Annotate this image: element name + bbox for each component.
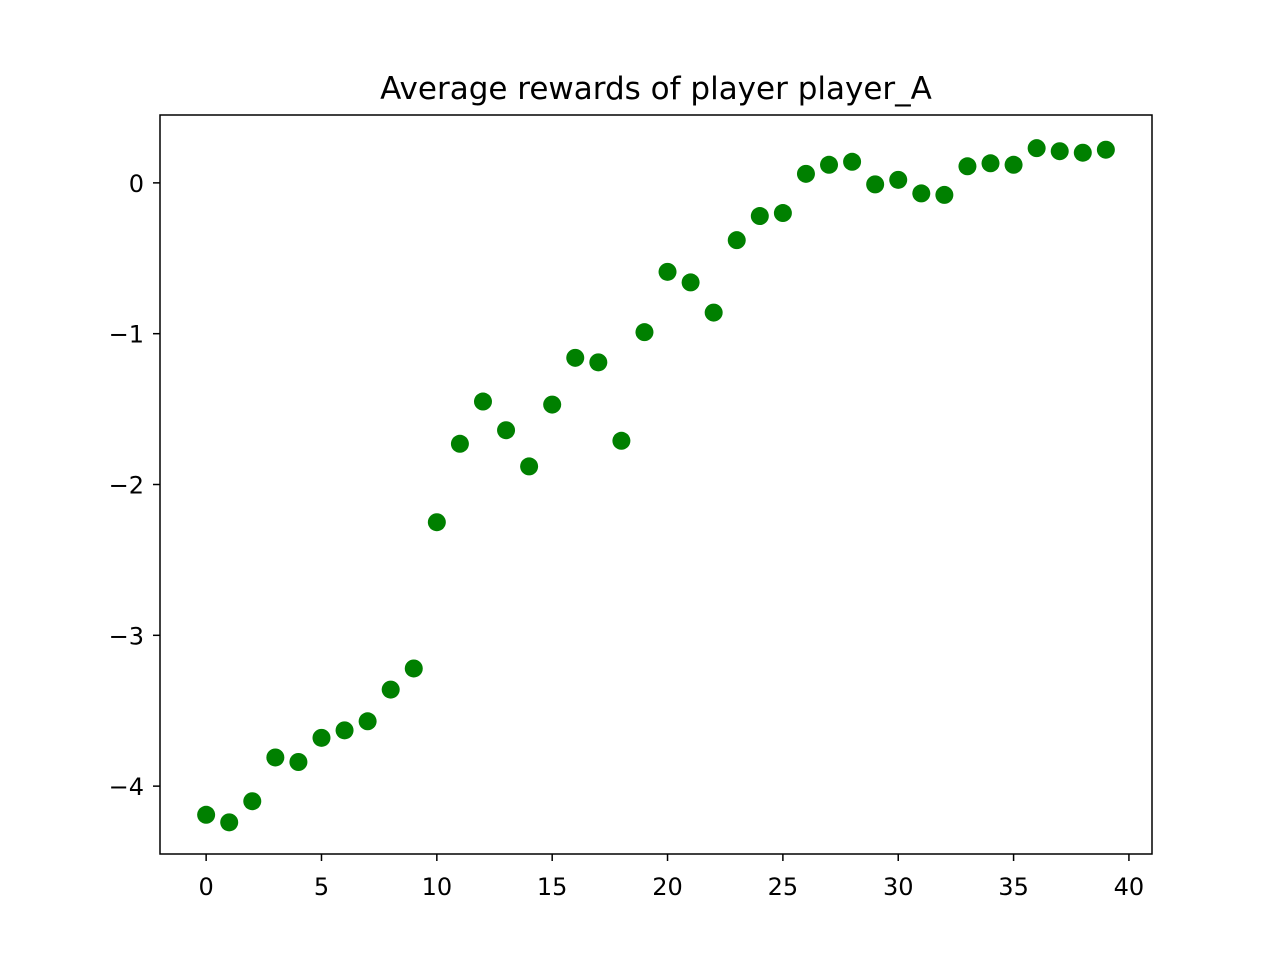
data-point [704,303,723,322]
data-point [266,748,285,767]
data-point [381,680,400,699]
chart-title: Average rewards of player player_A [380,71,932,107]
data-point [404,659,423,678]
x-tick-label: 25 [768,873,799,901]
data-point [473,392,492,411]
x-tick-label: 20 [652,873,683,901]
x-tick-label: 35 [998,873,1029,901]
data-point [1050,142,1069,161]
data-point [335,721,354,740]
y-tick-label: −3 [109,622,144,650]
data-point [889,170,908,189]
data-point [681,273,700,292]
data-point [497,421,516,440]
data-point [450,434,469,453]
data-point [820,155,839,174]
x-tick-label: 15 [537,873,568,901]
data-point [1027,139,1046,158]
data-point [843,152,862,171]
x-tick-label: 10 [422,873,453,901]
y-tick-label: −2 [109,472,144,500]
data-point [520,457,539,476]
y-tick-label: −4 [109,773,144,801]
data-point [1096,140,1115,159]
data-point [197,805,216,824]
data-point [773,204,792,223]
data-point [935,185,954,204]
plot-area [159,114,1153,855]
data-point [1073,143,1092,162]
data-point [912,184,931,203]
data-point [750,207,769,226]
data-point [796,164,815,183]
data-point [958,157,977,176]
data-point [358,712,377,731]
data-point [427,513,446,532]
data-point [589,353,608,372]
data-point [220,813,239,832]
x-tick-label: 5 [314,873,329,901]
data-point [981,154,1000,173]
data-points [197,139,1115,832]
y-tick-label: 0 [129,170,144,198]
data-point [635,323,654,342]
x-axis: 0 5 10 15 20 25 30 35 40 [198,854,1144,901]
y-axis: 0 −1 −2 −3 −4 [109,170,160,801]
data-point [566,348,585,367]
x-tick-label: 40 [1114,873,1145,901]
y-tick-label: −1 [109,321,144,349]
data-point [312,728,331,747]
x-tick-label: 0 [198,873,213,901]
data-point [1004,155,1023,174]
data-point [658,262,677,281]
data-point [612,431,631,450]
x-tick-label: 30 [883,873,914,901]
data-point [727,231,746,250]
data-point [543,395,562,414]
data-point [866,175,885,194]
data-point [243,792,262,811]
data-point [289,753,308,772]
